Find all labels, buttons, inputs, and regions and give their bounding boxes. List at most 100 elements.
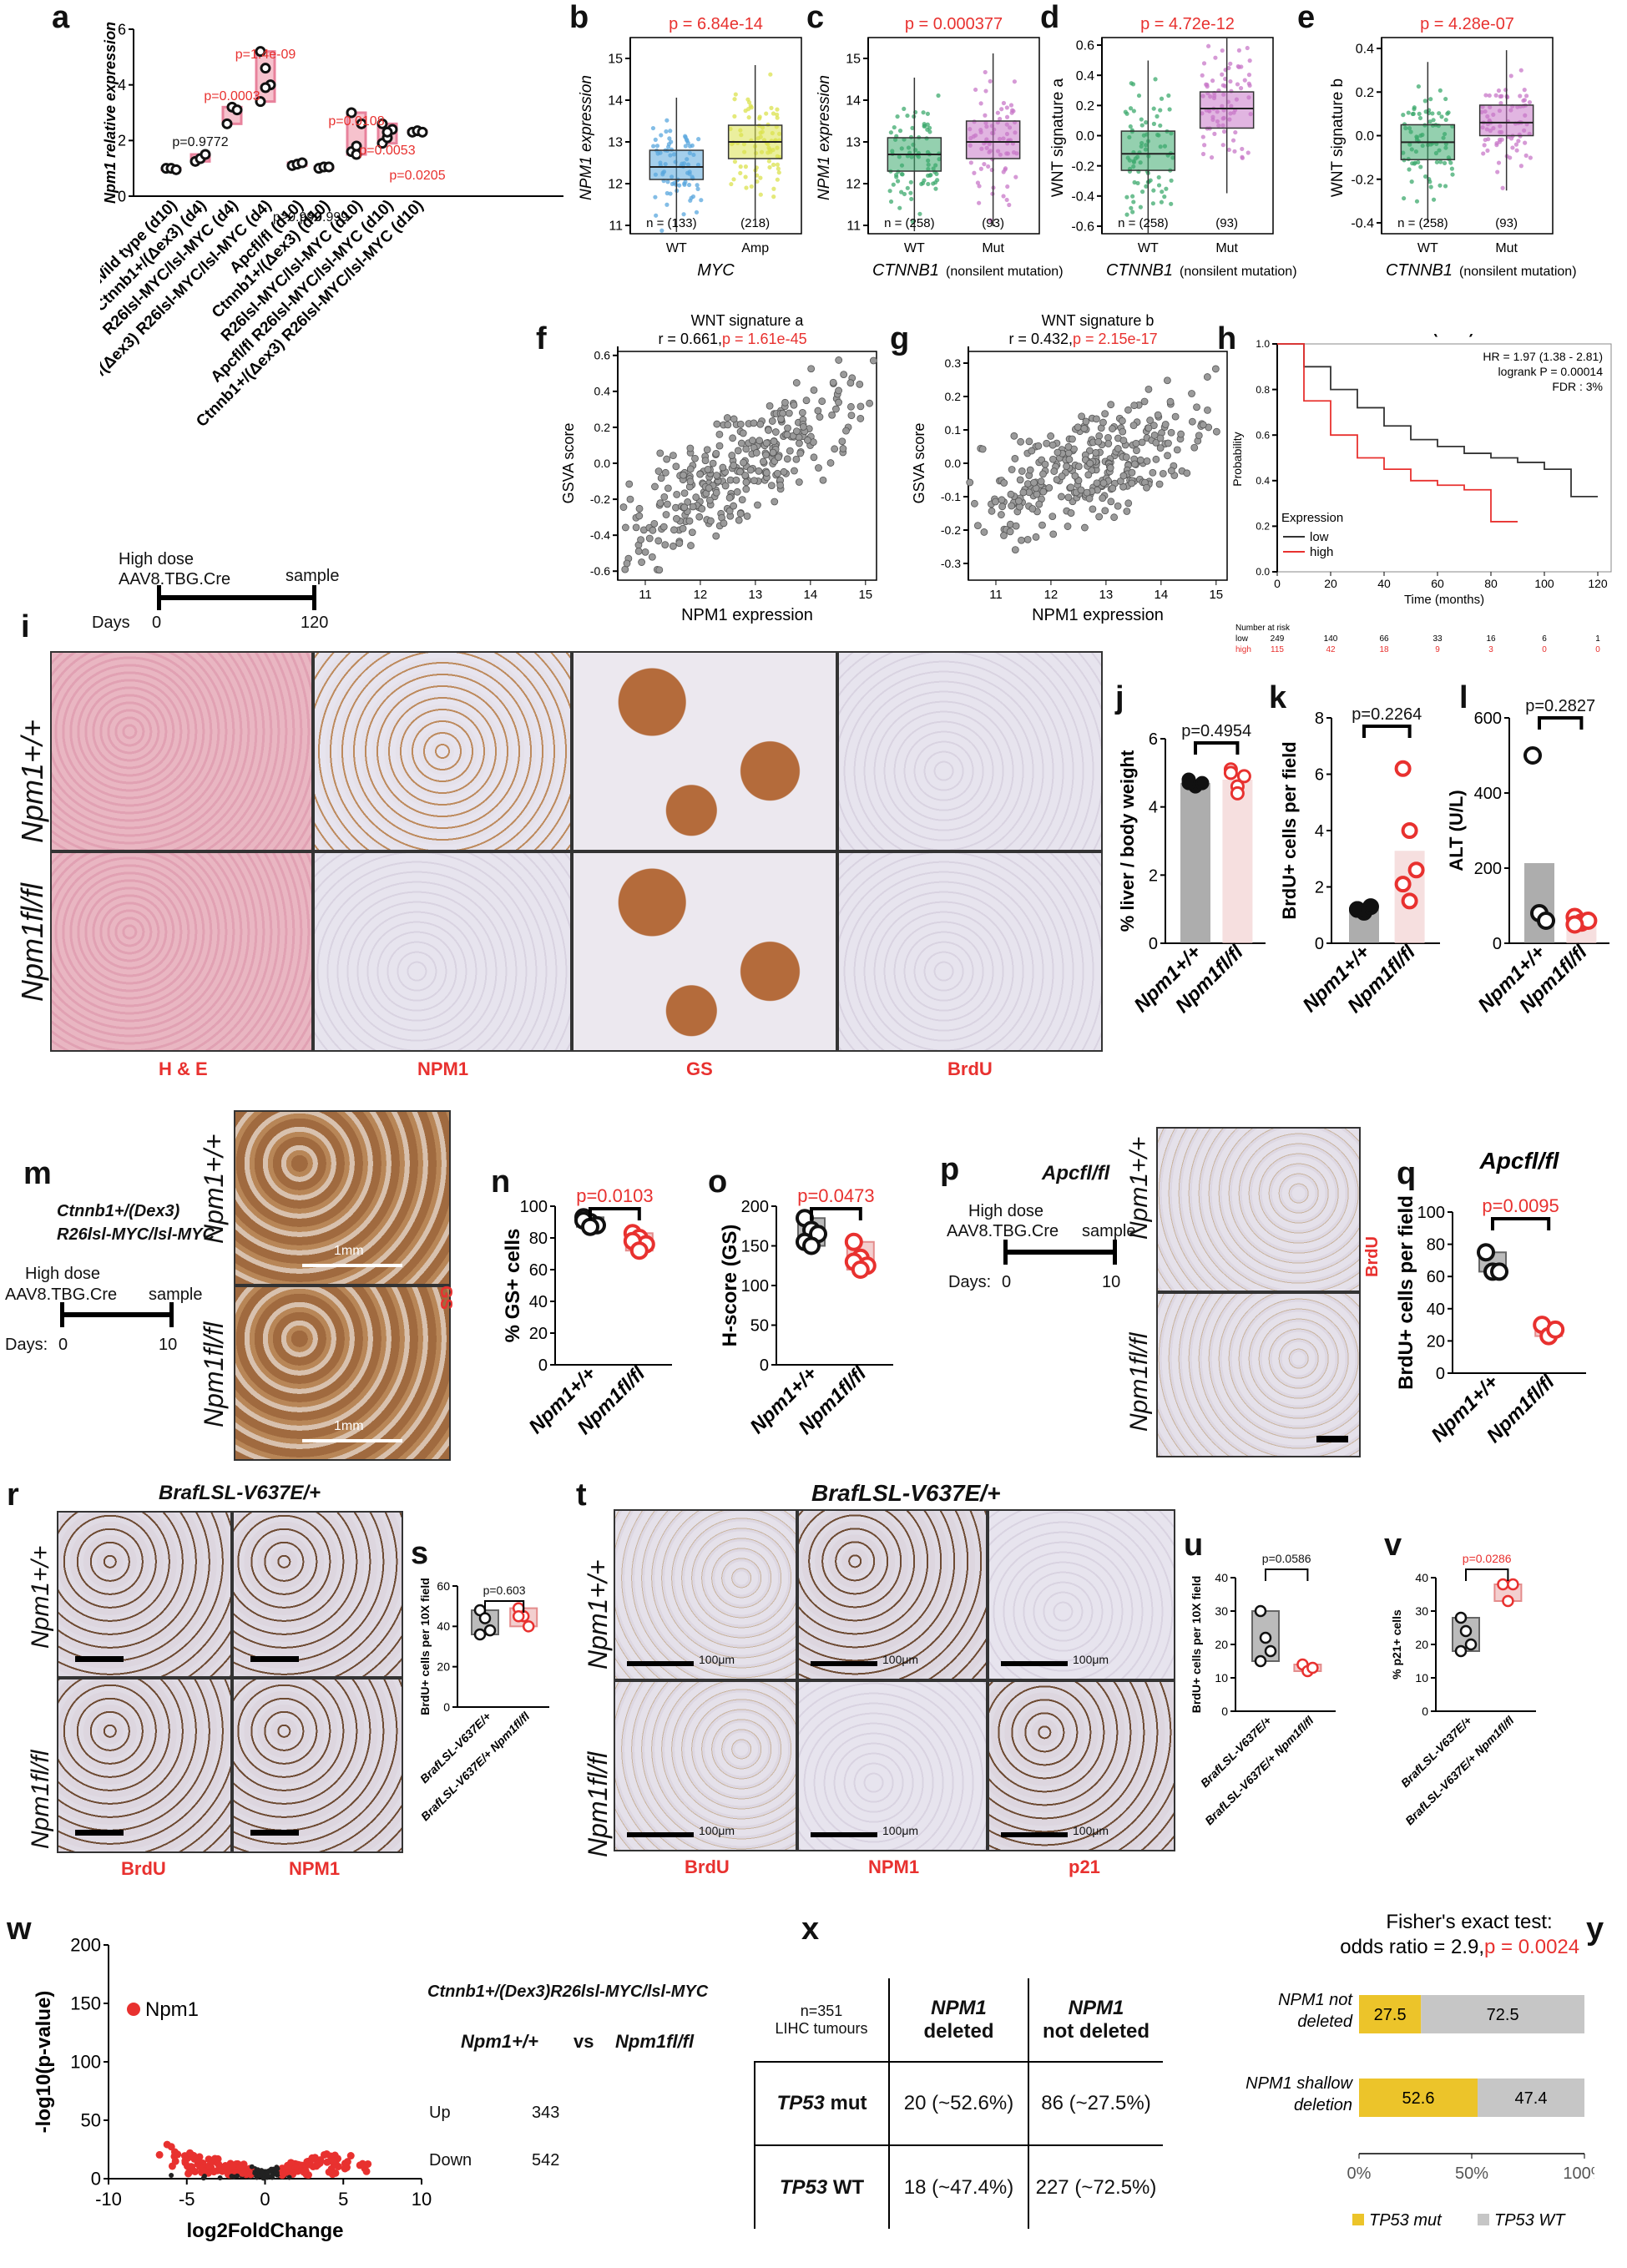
g-point xyxy=(1092,449,1100,457)
w-point xyxy=(171,2157,179,2165)
b-point xyxy=(664,118,669,123)
c-point xyxy=(983,88,988,93)
g-point xyxy=(1064,442,1073,451)
e-point xyxy=(1431,197,1437,202)
d-point xyxy=(1123,109,1128,114)
a-point xyxy=(231,104,243,116)
a-point xyxy=(200,149,211,160)
l-sig-bracket xyxy=(1538,716,1584,730)
c-point xyxy=(983,69,988,75)
d-point xyxy=(1230,138,1236,143)
h-risk-low: 33 xyxy=(1432,634,1443,644)
w-point xyxy=(200,2167,209,2175)
s-point xyxy=(478,1612,492,1624)
w-point xyxy=(265,2172,270,2178)
b-point xyxy=(738,164,743,169)
f-point xyxy=(706,517,715,525)
g-point xyxy=(1064,523,1072,530)
g-p-value: p = 2.15e-17 xyxy=(1073,331,1158,347)
g-r-value: r = 0.432, xyxy=(1008,331,1073,347)
g-x-tick-label: 13 xyxy=(1099,588,1114,602)
d-y-tick-label: 0.6 xyxy=(1076,39,1094,53)
f-point xyxy=(635,512,644,520)
k-y-tick-label: 4 xyxy=(1315,822,1324,841)
g-point xyxy=(1106,464,1114,472)
g-point xyxy=(1123,508,1131,515)
c-point xyxy=(1004,197,1009,203)
b-point xyxy=(654,144,660,149)
f-point xyxy=(661,468,669,477)
c-pvalue: p = 0.000377 xyxy=(905,15,1003,33)
f-point xyxy=(712,488,720,497)
w-point xyxy=(184,2162,192,2170)
c-y-tick-label: 15 xyxy=(846,53,861,67)
f-point xyxy=(742,485,750,493)
g-point xyxy=(992,498,999,506)
q-y-tick-label: 20 xyxy=(1427,1332,1445,1351)
v-y-tick-label: 0 xyxy=(1422,1705,1428,1718)
d-point xyxy=(1235,82,1240,87)
g-point xyxy=(1048,513,1057,521)
g-point xyxy=(1019,488,1028,497)
w-point xyxy=(210,2168,218,2176)
b-point xyxy=(650,125,656,131)
g-point xyxy=(1163,376,1171,385)
f-point xyxy=(654,467,663,475)
f-point xyxy=(663,455,671,463)
c-box xyxy=(965,120,1021,159)
e-point xyxy=(1422,98,1427,104)
s-y-tick-label: 40 xyxy=(437,1619,450,1633)
t-scalebar-1 xyxy=(627,1661,694,1666)
b-point xyxy=(685,140,690,145)
a-pvalue: p>0.999 xyxy=(273,210,321,225)
chart-f: WNT signature a r = 0.661, p = 1.61e-45 GS… xyxy=(560,313,877,624)
timeline-days: Days xyxy=(92,614,130,632)
b-point xyxy=(695,183,700,188)
u-y-label: BrdU+ cells per 10X field xyxy=(1190,1576,1203,1714)
d-point xyxy=(1129,81,1134,86)
d-point xyxy=(1169,178,1174,183)
b-point xyxy=(686,182,692,188)
f-point xyxy=(660,492,669,501)
g-point xyxy=(1193,403,1200,412)
g-point xyxy=(1071,472,1079,480)
micrograph-he-wt xyxy=(50,651,313,851)
h-x-tick-label: 0 xyxy=(1274,577,1281,590)
n-point xyxy=(629,1241,649,1260)
b-point xyxy=(746,115,751,120)
f-point xyxy=(635,504,644,513)
panel-label-j: j xyxy=(1115,680,1124,715)
e-point xyxy=(1448,160,1453,165)
c-point xyxy=(900,172,905,177)
f-point xyxy=(742,478,750,487)
q-point xyxy=(1477,1243,1495,1262)
f-point xyxy=(734,447,742,455)
y-row-label: NPM1 not xyxy=(1278,1991,1353,2009)
y-x-tick-label: 100% xyxy=(1563,2164,1594,2183)
h-risk-high: 0 xyxy=(1595,645,1600,654)
f-point xyxy=(704,465,712,473)
a-pvalue: p=0.0003 xyxy=(204,89,260,104)
g-y-tick-label: -0.1 xyxy=(941,490,961,503)
c-point xyxy=(925,111,930,116)
c-point xyxy=(917,211,922,216)
x-col2-status: not deleted xyxy=(1042,2019,1150,2043)
e-y-tick-label: 0.2 xyxy=(1356,86,1374,100)
f-y-tick-label: 0.2 xyxy=(594,421,611,434)
w-down-n: 542 xyxy=(532,2151,560,2170)
b-point xyxy=(695,186,700,191)
panel-label-k: k xyxy=(1269,680,1287,715)
y-bar-label: 52.6 xyxy=(1402,2089,1435,2108)
r-row2-label: Npm1fl/fl xyxy=(27,1750,54,1849)
panel-label-v: v xyxy=(1384,1528,1402,1563)
c-point xyxy=(909,196,914,202)
d-point xyxy=(1235,63,1240,69)
g-point xyxy=(1114,445,1122,452)
g-point xyxy=(1150,432,1159,439)
y-bar-label: 47.4 xyxy=(1515,2089,1548,2108)
g-point xyxy=(1177,430,1185,438)
f-point xyxy=(759,457,767,466)
chart-g: WNT signature b r = 0.432, p = 2.15e-17 GS… xyxy=(911,313,1228,624)
e-point xyxy=(1487,93,1492,98)
